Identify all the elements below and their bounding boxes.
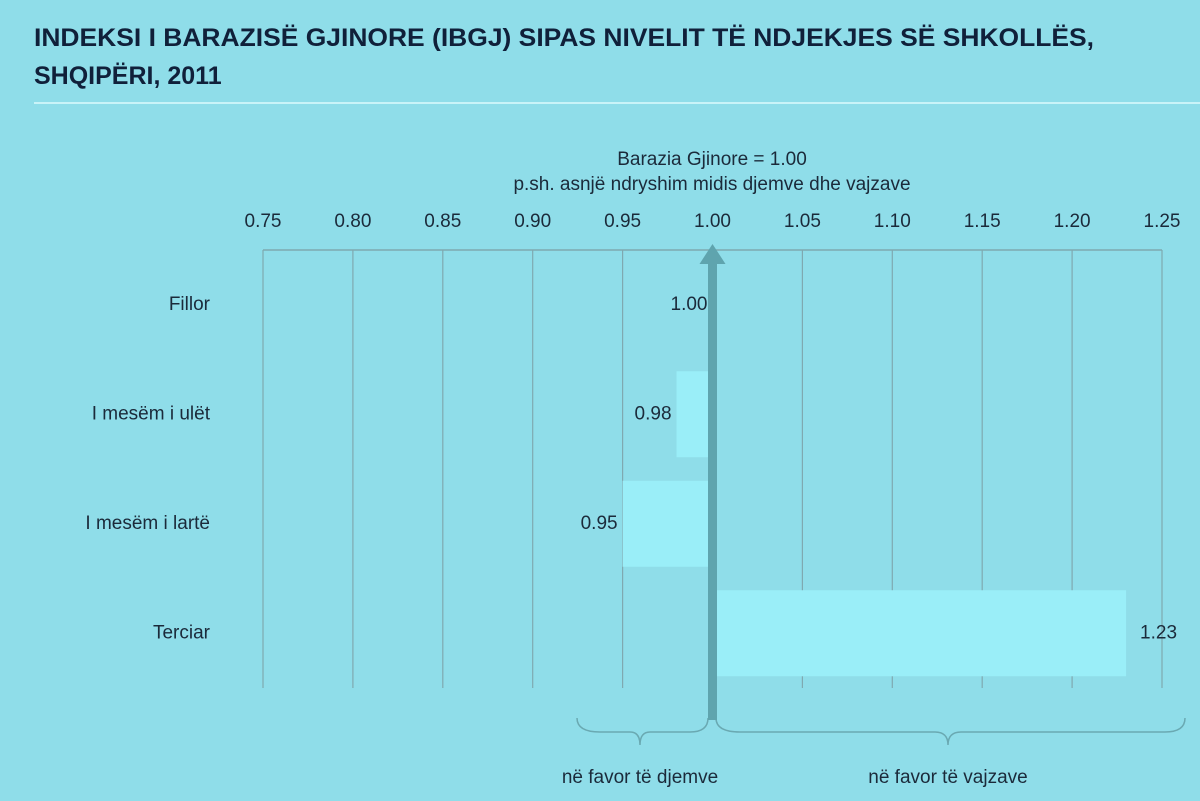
- brace: [576, 717, 709, 746]
- category-label: Fillor: [169, 294, 211, 315]
- annotation: në favor të djemve: [562, 767, 718, 788]
- value-label: 1.23: [1140, 622, 1177, 643]
- x-tick-label: 1.00: [694, 211, 731, 232]
- chart-title: INDEKSI I BARAZISË GJINORE (IBGJ) SIPAS …: [34, 24, 1094, 52]
- x-tick-label: 0.90: [514, 211, 551, 232]
- x-tick-label: 0.95: [604, 211, 641, 232]
- x-tick-label: 1.05: [784, 211, 821, 232]
- x-tick-label: 1.10: [874, 211, 911, 232]
- value-label: 0.98: [635, 403, 672, 424]
- x-tick-label: 0.80: [334, 211, 371, 232]
- bar: [712, 590, 1127, 677]
- annotation: p.sh. asnjë ndryshim midis djemve dhe va…: [513, 174, 910, 195]
- x-tick-label: 0.75: [245, 211, 282, 232]
- x-tick-label: 0.85: [424, 211, 461, 232]
- value-label: 1.00: [671, 294, 708, 315]
- reference-arrow: [699, 244, 726, 264]
- category-label: I mesëm i ulët: [92, 403, 211, 424]
- category-label: I mesëm i lartë: [85, 513, 210, 534]
- value-label: 0.95: [581, 513, 618, 534]
- x-tick-label: 1.25: [1144, 211, 1181, 232]
- bar: [676, 371, 713, 458]
- x-tick-label: 1.20: [1054, 211, 1091, 232]
- x-tick-label: 1.15: [964, 211, 1001, 232]
- chart-title: SHQIPËRI, 2011: [34, 62, 222, 90]
- annotation: Barazia Gjinore = 1.00: [617, 149, 807, 170]
- category-label: Terciar: [153, 622, 211, 643]
- plot: 0.75 0.80 0.85 0.90 0.95 1.00 1.05 1.10 1.15 1.20…: [85, 211, 1180, 720]
- bar: [622, 480, 713, 567]
- annotation: në favor të vajzave: [868, 767, 1027, 788]
- brace: [715, 717, 1186, 746]
